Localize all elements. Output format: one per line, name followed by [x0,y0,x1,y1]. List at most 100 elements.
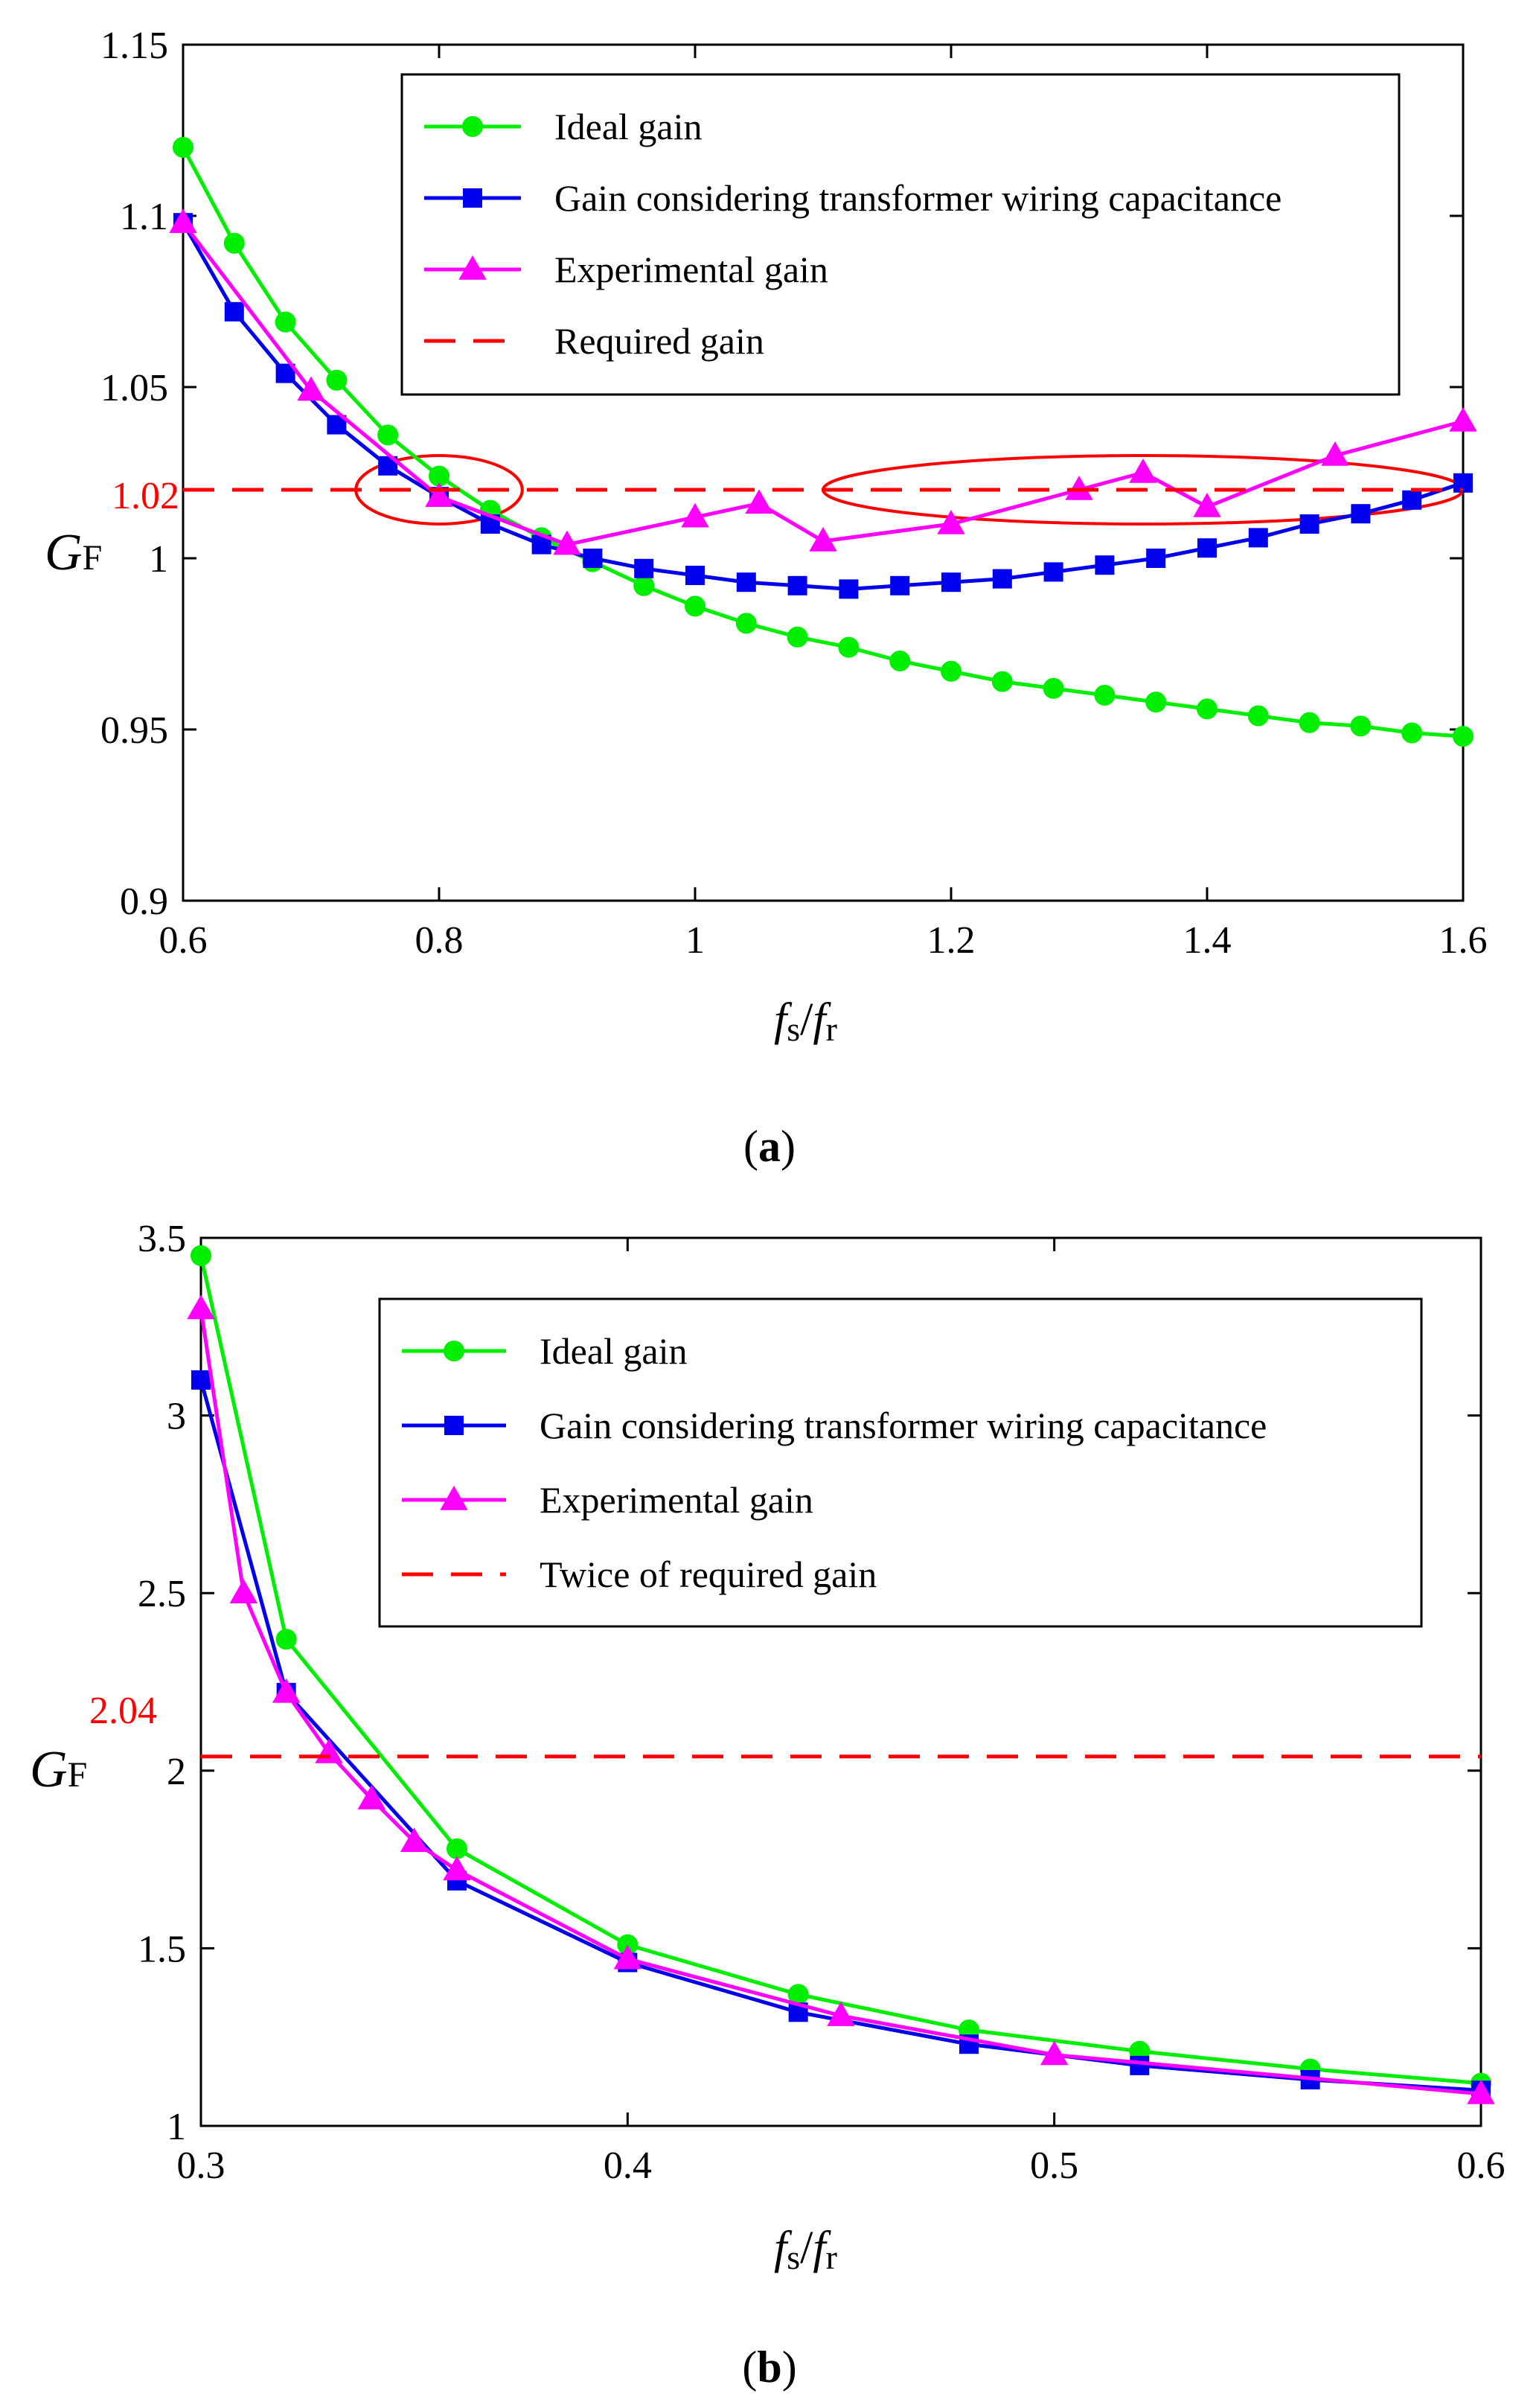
panel-a-x-tick-label: 1.6 [1439,919,1488,962]
panel-a-series-2-point [1321,441,1349,466]
panel-a-legend: Ideal gain Gain considering transformer w… [400,73,1401,396]
panel-b-y-tick-label: 1 [167,2106,186,2148]
caption-a-close: ) [781,1122,796,1171]
panel-a-series-0-point [275,311,296,333]
panel-a-legend-marker-2 [458,255,487,280]
panel-b-x-tick-label: 0.6 [1457,2144,1506,2187]
panel-a-legend-label-0: Ideal gain [554,106,703,147]
panel-a-series-1-point [736,572,756,593]
panel-a-series-0-point [1043,677,1064,699]
panel-b-series-2-point [1467,2080,1495,2104]
panel-b-series-2-point [1040,2040,1069,2066]
panel-b-series [187,1245,1495,2104]
panel-a-series-1-point [685,566,705,585]
panel-a-legend-box [400,73,1401,396]
caption-b-open: ( [742,2342,757,2392]
panel-a-legend-label-2: Experimental gain [554,249,828,290]
panel-a-series-1-point [1248,528,1268,548]
panel-a-y-axis-label: GF [45,524,102,581]
panel-a-series-2-point [553,530,581,555]
panel-a-series-0-point [889,651,911,671]
caption-a-open: ( [743,1122,758,1171]
panel-a-series-1-point [1402,490,1422,510]
panel-a-series-0-point [1401,722,1423,744]
panel-a-series-2-point [681,502,709,528]
panel-a-legend-marker-1 [463,188,482,208]
panel-a-plot-frame [182,43,1465,902]
panel-a-series-1-point [1351,504,1371,524]
panel-b-legend-label-2: Experimental gain [540,1479,813,1521]
panel-a-chart: 0.6 0.8 1 1.2 1.4 1.6 0.9 0.95 1 1.05 1.1 1.15 Idea… [45,25,1488,1171]
panel-b-y-axis-label-sub: F [68,1755,88,1795]
panel-a-series-2-point [1129,458,1157,483]
panel-a-series-2-point [425,482,453,507]
panel-a-series-1-point [992,569,1012,589]
panel-a-x-tick-label: 1 [685,919,705,962]
panel-a-caption: (a) [743,1122,796,1171]
xlabel-r: r [826,1010,837,1048]
panel-a-series-0-point [633,575,655,596]
panel-a-legend-marker-0 [462,116,483,137]
panel-b-series-2-point [229,1579,258,1603]
panel-b-legend-label-3: Twice of required gain [540,1553,877,1595]
panel-a-series-2-point [297,376,325,401]
panel-a-series-0-point [1350,715,1372,737]
panel-a-series-0-point [1197,698,1218,720]
xlabel-slash: / [800,994,813,1045]
panel-b-caption: (b) [742,2342,796,2392]
panel-a-y-axis-label-main: G [45,524,83,581]
panel-b-legend: Ideal gain Gain considering transformer w… [378,1297,1423,1628]
panel-a-series-0-point [1247,705,1269,726]
panel-b-y-tick-label: 2 [167,1751,186,1793]
panel-b-y-axis-label-main: G [30,1741,68,1798]
panel-a-y-tick-label: 1 [149,538,168,581]
panel-a-reference-label: 1.02 [112,475,179,517]
panel-b-y-tick-label: 3 [167,1396,186,1438]
panel-b-series-0-point [191,1245,211,1266]
panel-a-series-1-point [275,363,295,383]
panel-b-x-tick-label: 0.3 [177,2144,225,2187]
panel-a-series-0-point [1145,692,1167,713]
panel-b-chart: 0.3 0.4 0.5 0.6 1 1.5 2 2.5 3 3.5 Ideal gain Gain … [30,1218,1506,2392]
panel-a-series-2-point [1193,492,1221,517]
panel-a-series-1-point [583,549,603,568]
panel-b-series-2-point [613,1944,642,1970]
panel-b-x-tick-label: 0.4 [604,2144,652,2187]
panel-b-legend-label-0: Ideal gain [540,1330,688,1372]
panel-a-x-tick-label: 1.4 [1183,919,1232,962]
panel-a-x-tick-label: 0.6 [159,919,208,962]
panel-b-series-2-point [827,2002,855,2026]
panel-b-y-tick-label: 1.5 [138,1928,186,1970]
panel-b-legend-marker-2 [440,1485,468,1510]
panel-b-series-2-point [443,1856,471,1881]
panel-a-series-0-point [685,595,705,617]
panel-b-y-tick-label: 3.5 [138,1218,186,1260]
panel-a-y-tick-label: 1.15 [100,25,168,67]
caption-b-letter: b [757,2342,781,2392]
panel-a-series-0-point [173,137,193,158]
panel-a-series-1-point [224,301,244,322]
panel-a-series-0-point [326,369,348,391]
panel-a-series-0-point [735,613,757,634]
panel-a-x-tick-label: 0.8 [415,919,464,962]
panel-a-series-0-point [223,232,245,254]
xlabel-b-s: s [787,2238,800,2276]
panel-a-series [169,137,1477,747]
panel-a-series-1-point [941,572,961,593]
panel-b-series-2-point [357,1784,386,1810]
panel-a-series-0-point [991,671,1013,692]
panel-b-legend-marker-1 [444,1416,464,1435]
panel-b-y-axis-label: GF [30,1741,87,1798]
panel-a-x-axis-label: fs/fr [774,994,837,1048]
panel-a-series-1-point [787,575,807,595]
panel-b-series-0-point [447,1838,467,1859]
panel-b-legend-marker-0 [444,1341,464,1361]
panel-a-series-0-point [787,626,808,648]
panel-a-series-1-point [839,579,859,599]
panel-b-series-0-point [275,1629,297,1650]
panel-a-series-2-point [937,509,965,534]
panel-b-legend-box [378,1297,1423,1628]
panel-a-series-1-point [1043,562,1063,582]
panel-a-legend-label-1: Gain considering transformer wiring capa… [554,177,1282,219]
panel-a-y-tick-label: 0.95 [100,709,168,752]
